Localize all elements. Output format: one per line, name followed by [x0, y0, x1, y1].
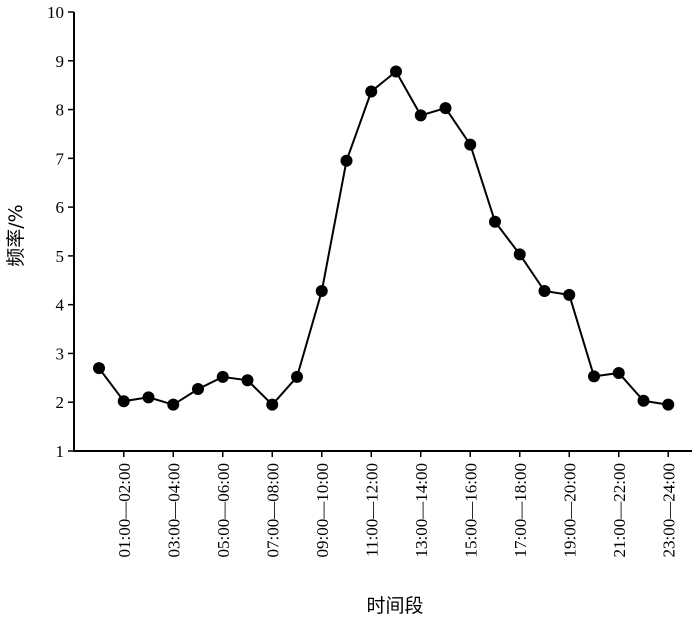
y-tick-label: 3 — [56, 344, 65, 363]
data-point — [390, 65, 402, 78]
data-points — [93, 65, 675, 411]
data-point — [291, 370, 303, 383]
x-tick-label: 13:00—14:00 — [412, 463, 431, 557]
y-tick-label: 8 — [56, 101, 65, 120]
x-axis-ticks: 01:00—02:00 03:00—04:00 05:00—06:00 07:00—0… — [115, 451, 678, 557]
data-point — [538, 285, 551, 298]
data-point — [241, 374, 254, 387]
y-tick-label: 6 — [56, 198, 65, 217]
y-tick-label: 1 — [56, 442, 65, 461]
y-axis-ticks: 1 2 3 4 5 6 7 8 9 10 — [47, 3, 74, 461]
x-tick-label: 21:00—22:00 — [610, 463, 629, 557]
x-tick-label: 19:00—20:00 — [560, 463, 579, 557]
series-line — [98, 69, 669, 407]
data-point — [340, 154, 353, 167]
x-tick-label: 09:00—10:00 — [313, 463, 332, 557]
x-tick-label: 03:00—04:00 — [164, 463, 183, 557]
data-point — [414, 109, 427, 122]
y-tick-label: 10 — [47, 3, 64, 22]
x-tick-label: 11:00—12:00 — [362, 463, 381, 557]
data-point — [315, 285, 328, 298]
data-point — [117, 395, 130, 408]
y-tick-label: 7 — [56, 149, 65, 168]
x-axis-title: 时间段 — [366, 595, 423, 617]
y-tick-label: 2 — [56, 393, 65, 412]
data-point — [489, 215, 501, 228]
x-tick-label: 17:00—18:00 — [511, 463, 530, 557]
data-point — [637, 394, 650, 407]
data-point — [439, 102, 452, 115]
axes-frame — [73, 12, 692, 452]
y-tick-label: 4 — [56, 296, 65, 315]
x-tick-label: 15:00—16:00 — [461, 463, 480, 557]
data-point — [167, 398, 180, 411]
data-point — [142, 391, 155, 404]
data-point — [365, 85, 378, 98]
y-axis-title: 频率/% — [5, 204, 27, 266]
data-point — [513, 248, 526, 261]
x-tick-label: 01:00—02:00 — [115, 463, 134, 557]
x-tick-label: 05:00—06:00 — [214, 463, 233, 557]
data-point — [216, 370, 229, 383]
data-point — [266, 398, 279, 411]
y-tick-label: 9 — [56, 52, 65, 71]
data-point — [192, 383, 204, 396]
x-tick-label: 23:00—24:00 — [659, 463, 678, 557]
data-point — [612, 366, 625, 379]
data-point — [563, 288, 576, 301]
x-tick-label: 07:00—08:00 — [263, 463, 282, 557]
y-tick-label: 5 — [56, 247, 65, 266]
data-point — [464, 138, 477, 151]
data-point — [662, 398, 675, 411]
data-point — [588, 370, 600, 383]
data-point — [93, 362, 105, 375]
